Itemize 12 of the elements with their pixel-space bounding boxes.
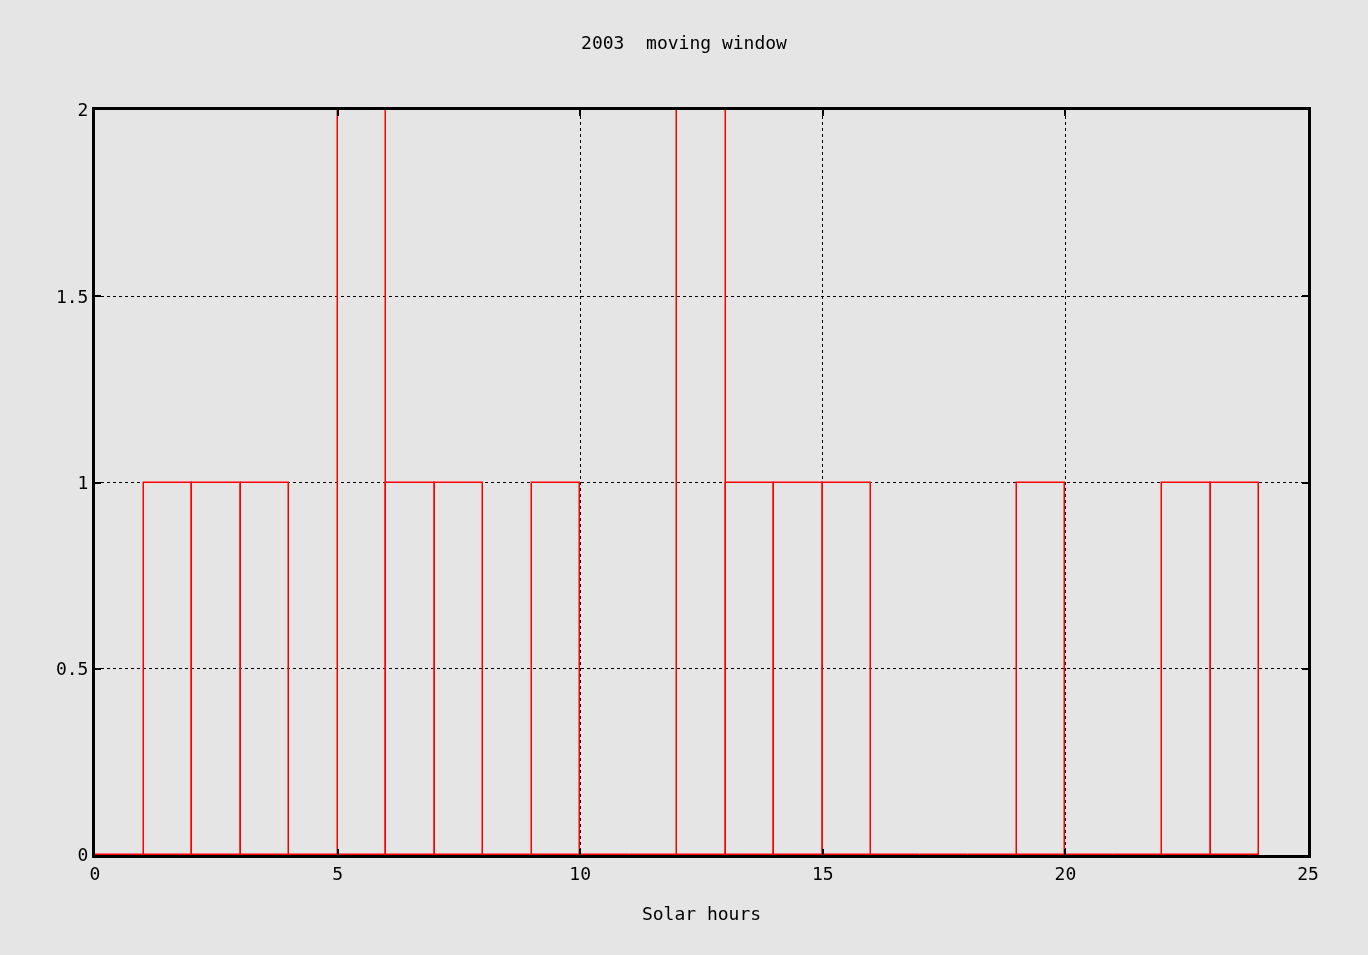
x-tick-label: 15 (811, 862, 834, 884)
y-tick-label: 2 (77, 99, 89, 121)
x-tick-label: 20 (1054, 862, 1077, 884)
x-tick-label: 25 (1297, 862, 1319, 884)
y-tick-label: 0 (77, 844, 89, 866)
x-tick-label: 5 (332, 862, 344, 884)
y-tick-label: 0.5 (55, 658, 89, 680)
chart-title: 2003 moving window (581, 32, 788, 54)
x-axis-title: Solar hours (641, 902, 762, 924)
y-tick-label: 1.5 (55, 285, 89, 307)
y-tick-label: 1 (77, 471, 89, 493)
x-tick-label: 10 (569, 862, 592, 884)
